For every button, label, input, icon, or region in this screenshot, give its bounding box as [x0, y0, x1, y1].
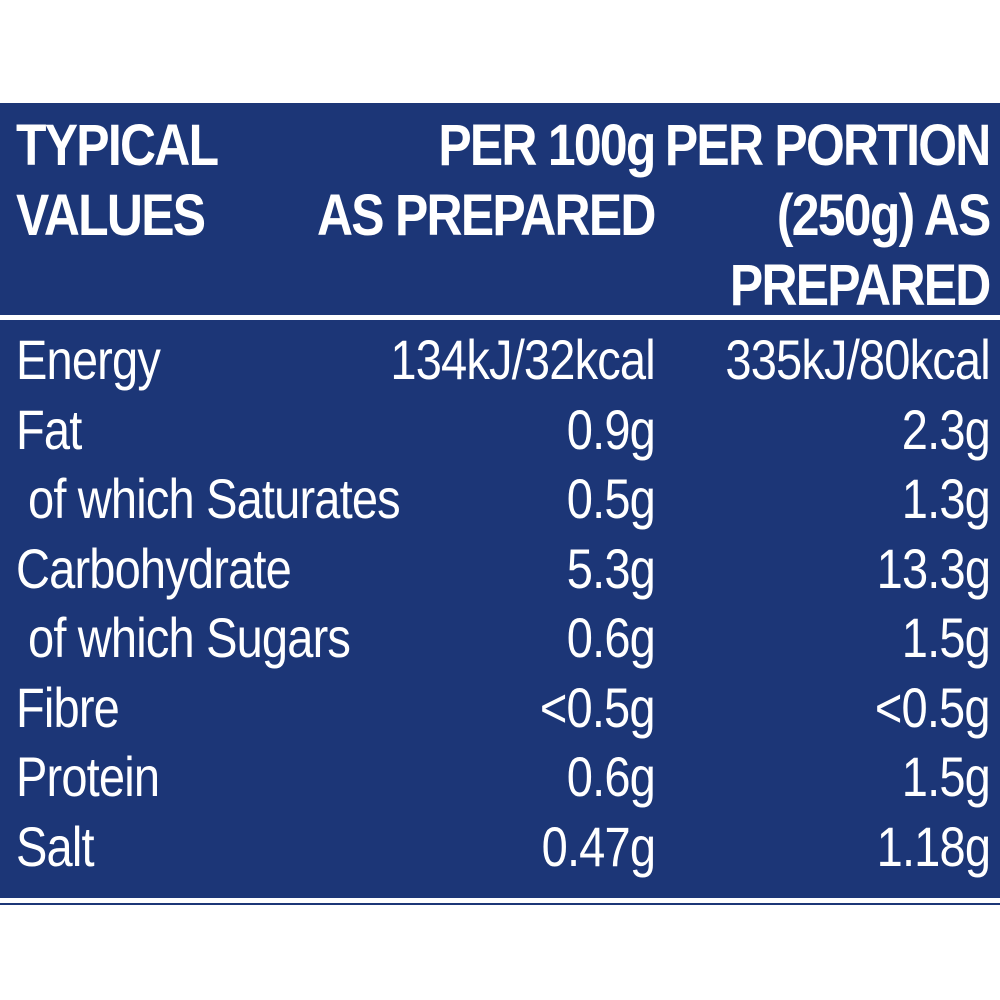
- nutrient-name: Protein: [16, 745, 160, 808]
- header-per-100g: PER 100g AS PREPARED: [317, 111, 657, 251]
- value-per-100g: 0.6g: [566, 745, 656, 808]
- value-per-portion: 1.5g: [901, 606, 991, 669]
- header-per-portion: PER PORTION (250g) AS PREPARED: [665, 111, 991, 321]
- value-per-100g: <0.5g: [540, 675, 656, 739]
- value-per-100g: 5.3g: [566, 536, 656, 600]
- table-row: of which Sugars 0.6g 1.5g: [0, 603, 1000, 673]
- value-per-portion: <0.5g: [875, 675, 991, 739]
- value-per-portion: 335kJ/80kcal: [725, 328, 991, 391]
- header-line: PER PORTION: [665, 113, 991, 178]
- nutrient-name: of which Sugars: [28, 606, 351, 669]
- value-per-portion: 1.5g: [901, 745, 991, 808]
- nutrient-name: Fat: [16, 397, 82, 461]
- footer-divider: [0, 898, 1000, 903]
- header-line: AS PREPARED: [317, 183, 656, 248]
- table-row: Fibre <0.5g <0.5g: [0, 673, 1000, 743]
- header-typical-values: TYPICAL VALUES: [16, 111, 219, 251]
- header-line: TYPICAL: [16, 113, 219, 178]
- table-row: Salt 0.47g 1.18g: [0, 812, 1000, 882]
- nutrient-name: Fibre: [16, 675, 120, 739]
- value-per-100g: 0.6g: [566, 606, 656, 669]
- nutrient-name: of which Saturates: [28, 467, 401, 530]
- value-per-100g: 0.47g: [541, 814, 655, 878]
- nutrient-rows: Energy 134kJ/32kcal 335kJ/80kcal Fat 0.9…: [0, 325, 1000, 881]
- value-per-100g: 0.9g: [566, 397, 656, 461]
- value-per-portion: 2.3g: [901, 397, 991, 461]
- table-row: of which Saturates 0.5g 1.3g: [0, 464, 1000, 534]
- table-row: Energy 134kJ/32kcal 335kJ/80kcal: [0, 325, 1000, 395]
- value-per-100g: 0.5g: [566, 467, 656, 530]
- value-per-100g: 134kJ/32kcal: [390, 328, 656, 391]
- table-row: Protein 0.6g 1.5g: [0, 742, 1000, 812]
- nutrient-name: Carbohydrate: [16, 536, 292, 600]
- header-line: PER 100g: [438, 113, 657, 178]
- table-row: Fat 0.9g 2.3g: [0, 395, 1000, 465]
- nutrient-name: Salt: [16, 814, 95, 878]
- header-line: VALUES: [16, 183, 206, 248]
- nutrient-name: Energy: [16, 328, 161, 391]
- header-line: (250g) AS: [777, 183, 991, 248]
- header-line: PREPARED: [730, 253, 991, 318]
- header-divider: [0, 315, 1000, 320]
- value-per-portion: 1.3g: [901, 467, 991, 530]
- value-per-portion: 1.18g: [876, 814, 990, 878]
- table-row: Carbohydrate 5.3g 13.3g: [0, 534, 1000, 604]
- nutrition-label: TYPICAL VALUES PER 100g AS PREPARED PER …: [0, 103, 1000, 905]
- value-per-portion: 13.3g: [876, 536, 990, 600]
- table-header: TYPICAL VALUES PER 100g AS PREPARED PER …: [0, 103, 1000, 318]
